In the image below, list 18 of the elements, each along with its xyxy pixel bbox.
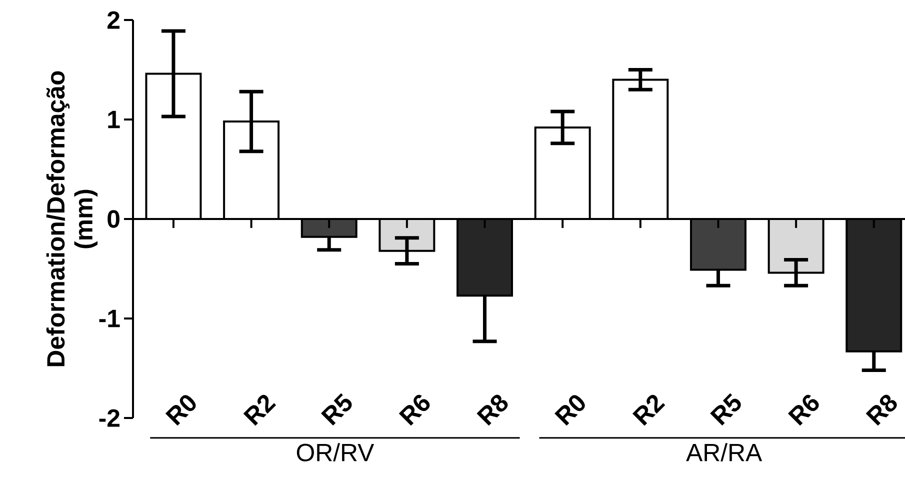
x-tick-label: R8: [866, 394, 897, 426]
x-tick-label: R5: [710, 393, 741, 426]
x-tick-label: R6: [788, 394, 819, 426]
text: AR/RA: [686, 443, 762, 462]
x-tick-label: R0: [165, 395, 196, 426]
x-tick-label: R8: [476, 394, 508, 426]
y-tick-label: 0: [108, 210, 120, 228]
y-tick-label: 2: [107, 11, 120, 29]
x-tick-label: R5: [320, 393, 352, 426]
x-tick-label: R6: [398, 394, 430, 426]
y-tick-label: -1: [99, 310, 120, 328]
text: OR/RV: [296, 443, 374, 462]
x-tick-label: R2: [632, 394, 666, 426]
y-axis-title: Deformation/Deformação (mm): [46, 71, 98, 366]
x-tick-label: R0: [554, 395, 585, 426]
x-tick-label: R2: [243, 394, 276, 426]
y-tick-label: -2: [99, 409, 120, 427]
y-tick-label: 1: [108, 110, 120, 128]
